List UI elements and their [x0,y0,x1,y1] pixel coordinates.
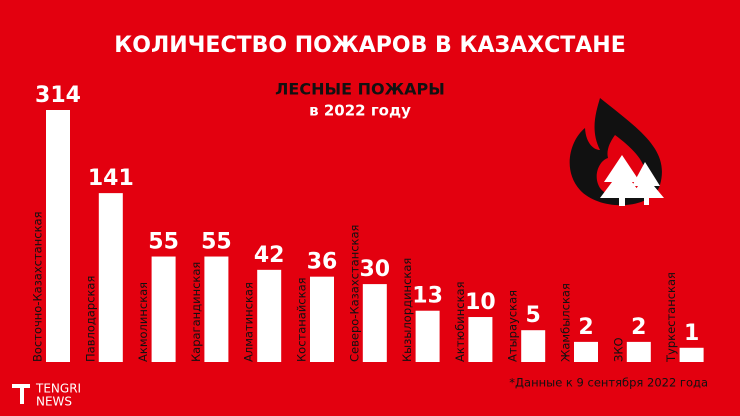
category-label: Карагандинская [189,262,203,362]
bar [98,193,123,362]
chart-subtitle: ЛЕСНЫЕ ПОЖАРЫ [275,80,445,99]
bar [362,284,387,362]
bar [46,110,70,362]
value-label: 10 [465,290,496,315]
bar [468,317,493,362]
footnote: *Данные к 9 сентября 2022 года [509,376,708,390]
value-label: 2 [631,315,646,340]
chart-subtitle-year: в 2022 году [309,102,411,120]
logo-line1: TENGRI [35,382,81,396]
bar [151,256,176,362]
value-label: 55 [148,230,179,255]
value-label: 30 [359,257,390,282]
bar [204,256,229,362]
category-label: Северо-Казахстанская [347,225,361,362]
category-label: Жамбылская [559,283,573,362]
category-label: Туркестанская [664,272,678,363]
category-label: Восточно-Казахстанская [31,212,45,362]
chart-title: КОЛИЧЕСТВО ПОЖАРОВ В КАЗАХСТАНЕ [114,33,625,58]
bar [521,330,546,362]
category-label: Кызылординская [400,258,414,362]
category-label: Акмолинская [136,282,150,362]
bar [310,276,334,362]
category-label: Актюбинская [453,281,467,362]
value-label: 1 [684,321,699,346]
category-label: Павлодарская [83,276,97,362]
value-label: 141 [88,166,134,191]
value-label: 36 [307,250,338,275]
logo-line2: NEWS [36,395,72,409]
fire-icon [569,98,664,206]
bar [574,341,598,362]
value-label: 13 [412,284,443,309]
bar [257,269,282,362]
value-label: 314 [35,83,81,108]
bar [626,341,651,362]
category-label: ЗКО [611,337,625,362]
bar [679,347,704,362]
category-label: Костанайская [295,277,309,362]
value-label: 42 [254,243,285,268]
bar [415,310,440,362]
value-label: 2 [578,315,593,340]
category-label: Алматинская [242,282,256,362]
logo: TENGRI NEWS [12,382,81,409]
category-label: Атырауская [506,290,520,362]
value-label: 55 [201,230,232,255]
value-label: 5 [526,303,541,328]
